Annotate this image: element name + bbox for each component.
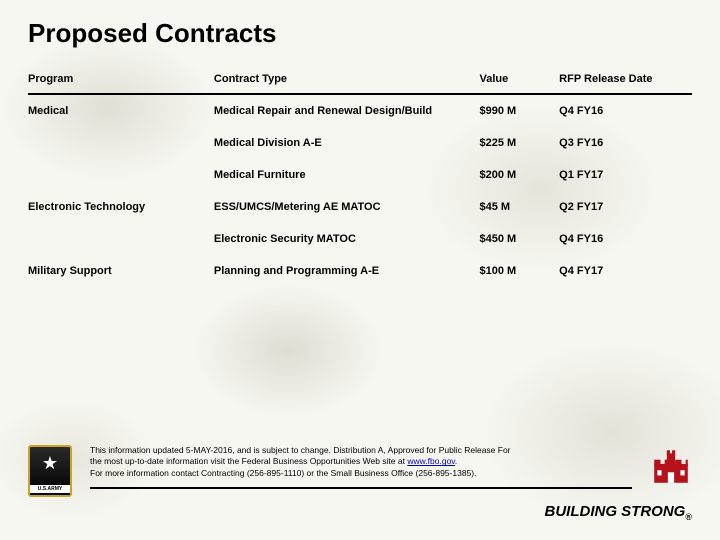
cell-value: $450 M	[480, 223, 560, 255]
cell-date: Q4 FY17	[559, 255, 692, 287]
cell-date: Q4 FY16	[559, 223, 692, 255]
table-row: Electronic Technology ESS/UMCS/Metering …	[28, 191, 692, 223]
page-title: Proposed Contracts	[28, 18, 692, 49]
cell-date: Q4 FY16	[559, 94, 692, 127]
fbo-link[interactable]: www.fbo.gov	[407, 456, 455, 466]
cell-program	[28, 159, 214, 191]
cell-value: $990 M	[480, 94, 560, 127]
cell-type: ESS/UMCS/Metering AE MATOC	[214, 191, 480, 223]
table-row: Electronic Security MATOC $450 M Q4 FY16	[28, 223, 692, 255]
table-header: Program Contract Type Value RFP Release …	[28, 69, 692, 94]
table-row: Medical Medical Repair and Renewal Desig…	[28, 94, 692, 127]
cell-date: Q1 FY17	[559, 159, 692, 191]
cell-value: $45 M	[480, 191, 560, 223]
cell-value: $225 M	[480, 127, 560, 159]
col-program-header: Program	[28, 69, 214, 94]
contracts-table: Program Contract Type Value RFP Release …	[28, 69, 692, 287]
disclaimer-line-3: For more information contact Contracting…	[90, 468, 476, 478]
cell-program: Medical	[28, 94, 214, 127]
cell-value: $100 M	[480, 255, 560, 287]
disclaimer-line-2a: the most up-to-date information visit th…	[90, 456, 405, 466]
usace-castle-logo-icon	[650, 445, 692, 487]
disclaimer-line-1: This information updated 5-MAY-2016, and…	[90, 445, 511, 455]
slide-content: Proposed Contracts Program Contract Type…	[0, 0, 720, 540]
cell-program	[28, 127, 214, 159]
col-value-header: Value	[480, 69, 560, 94]
cell-program: Military Support	[28, 255, 214, 287]
cell-type: Medical Furniture	[214, 159, 480, 191]
cell-type: Medical Division A-E	[214, 127, 480, 159]
cell-program: Electronic Technology	[28, 191, 214, 223]
table-body: Medical Medical Repair and Renewal Desig…	[28, 94, 692, 287]
table-row: Medical Furniture $200 M Q1 FY17	[28, 159, 692, 191]
cell-type: Planning and Programming A-E	[214, 255, 480, 287]
slogan-text: BUILDING STRONG	[545, 503, 686, 520]
col-type-header: Contract Type	[214, 69, 480, 94]
registered-mark: ®	[685, 512, 692, 522]
army-star-logo-icon	[28, 445, 72, 497]
footer-row: This information updated 5-MAY-2016, and…	[28, 445, 692, 497]
cell-value: $200 M	[480, 159, 560, 191]
slogan: BUILDING STRONG®	[28, 503, 692, 522]
col-date-header: RFP Release Date	[559, 69, 692, 94]
cell-date: Q2 FY17	[559, 191, 692, 223]
cell-date: Q3 FY16	[559, 127, 692, 159]
footer: This information updated 5-MAY-2016, and…	[28, 445, 692, 522]
disclaimer-line-2b: .	[455, 456, 457, 466]
table-row: Medical Division A-E $225 M Q3 FY16	[28, 127, 692, 159]
cell-type: Electronic Security MATOC	[214, 223, 480, 255]
cell-type: Medical Repair and Renewal Design/Build	[214, 94, 480, 127]
table-row: Military Support Planning and Programmin…	[28, 255, 692, 287]
cell-program	[28, 223, 214, 255]
disclaimer-text: This information updated 5-MAY-2016, and…	[90, 445, 632, 489]
